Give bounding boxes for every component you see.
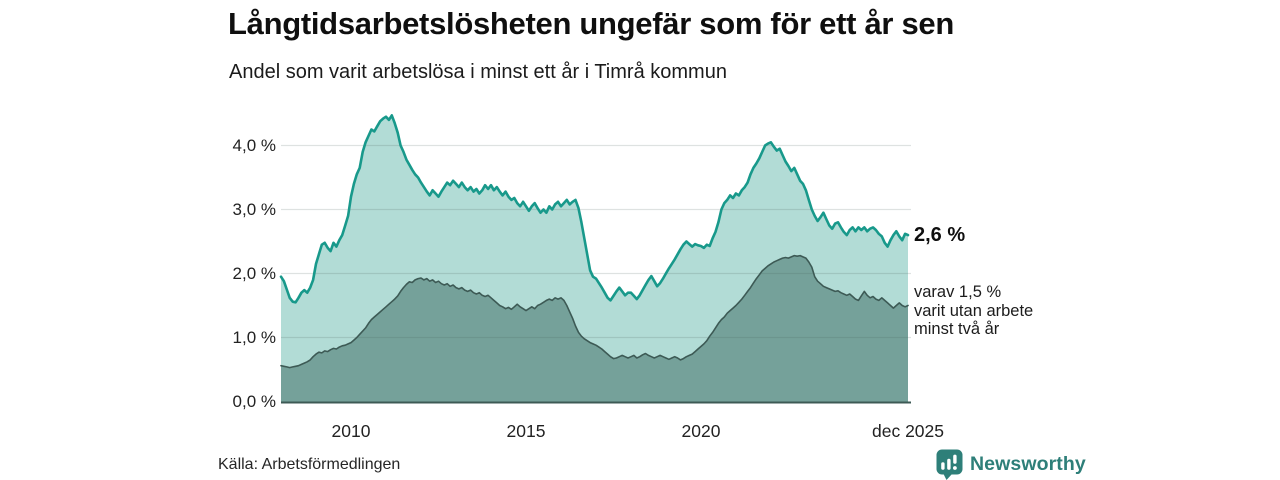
newsworthy-logo: Newsworthy: [936, 449, 1086, 480]
x-axis-tick: dec 2025: [871, 421, 945, 441]
y-axis-tick: 1,0 %: [232, 327, 276, 347]
source-attribution: Källa: Arbetsförmedlingen: [218, 456, 401, 473]
y-axis-tick: 4,0 %: [232, 135, 276, 155]
sub-annotation-line: minst två år: [914, 320, 1000, 338]
x-axis-tick: 2015: [506, 421, 546, 441]
sub-annotation-line: varit utan arbete: [914, 301, 1034, 320]
x-axis-tick: 2010: [331, 421, 371, 441]
newsworthy-bubble-chart-icon: [936, 449, 963, 480]
page-title: Långtidsarbetslösheten ungefär som för e…: [228, 6, 955, 41]
newsworthy-wordmark: Newsworthy: [970, 453, 1086, 475]
latest-value-label: 2,6 %: [914, 224, 966, 246]
y-axis-tick: 3,0 %: [232, 199, 276, 219]
y-axis-tick: 2,0 %: [232, 263, 276, 283]
sub-annotation-line: varav 1,5 %: [914, 283, 1002, 301]
chart-subtitle: Andel som varit arbetslösa i minst ett å…: [229, 61, 727, 83]
x-axis-tick: 2020: [681, 421, 721, 441]
sub-series-annotation: varav 1,5 % varit utan arbete minst två …: [914, 283, 1033, 339]
y-axis-tick: 0,0 %: [232, 391, 276, 411]
